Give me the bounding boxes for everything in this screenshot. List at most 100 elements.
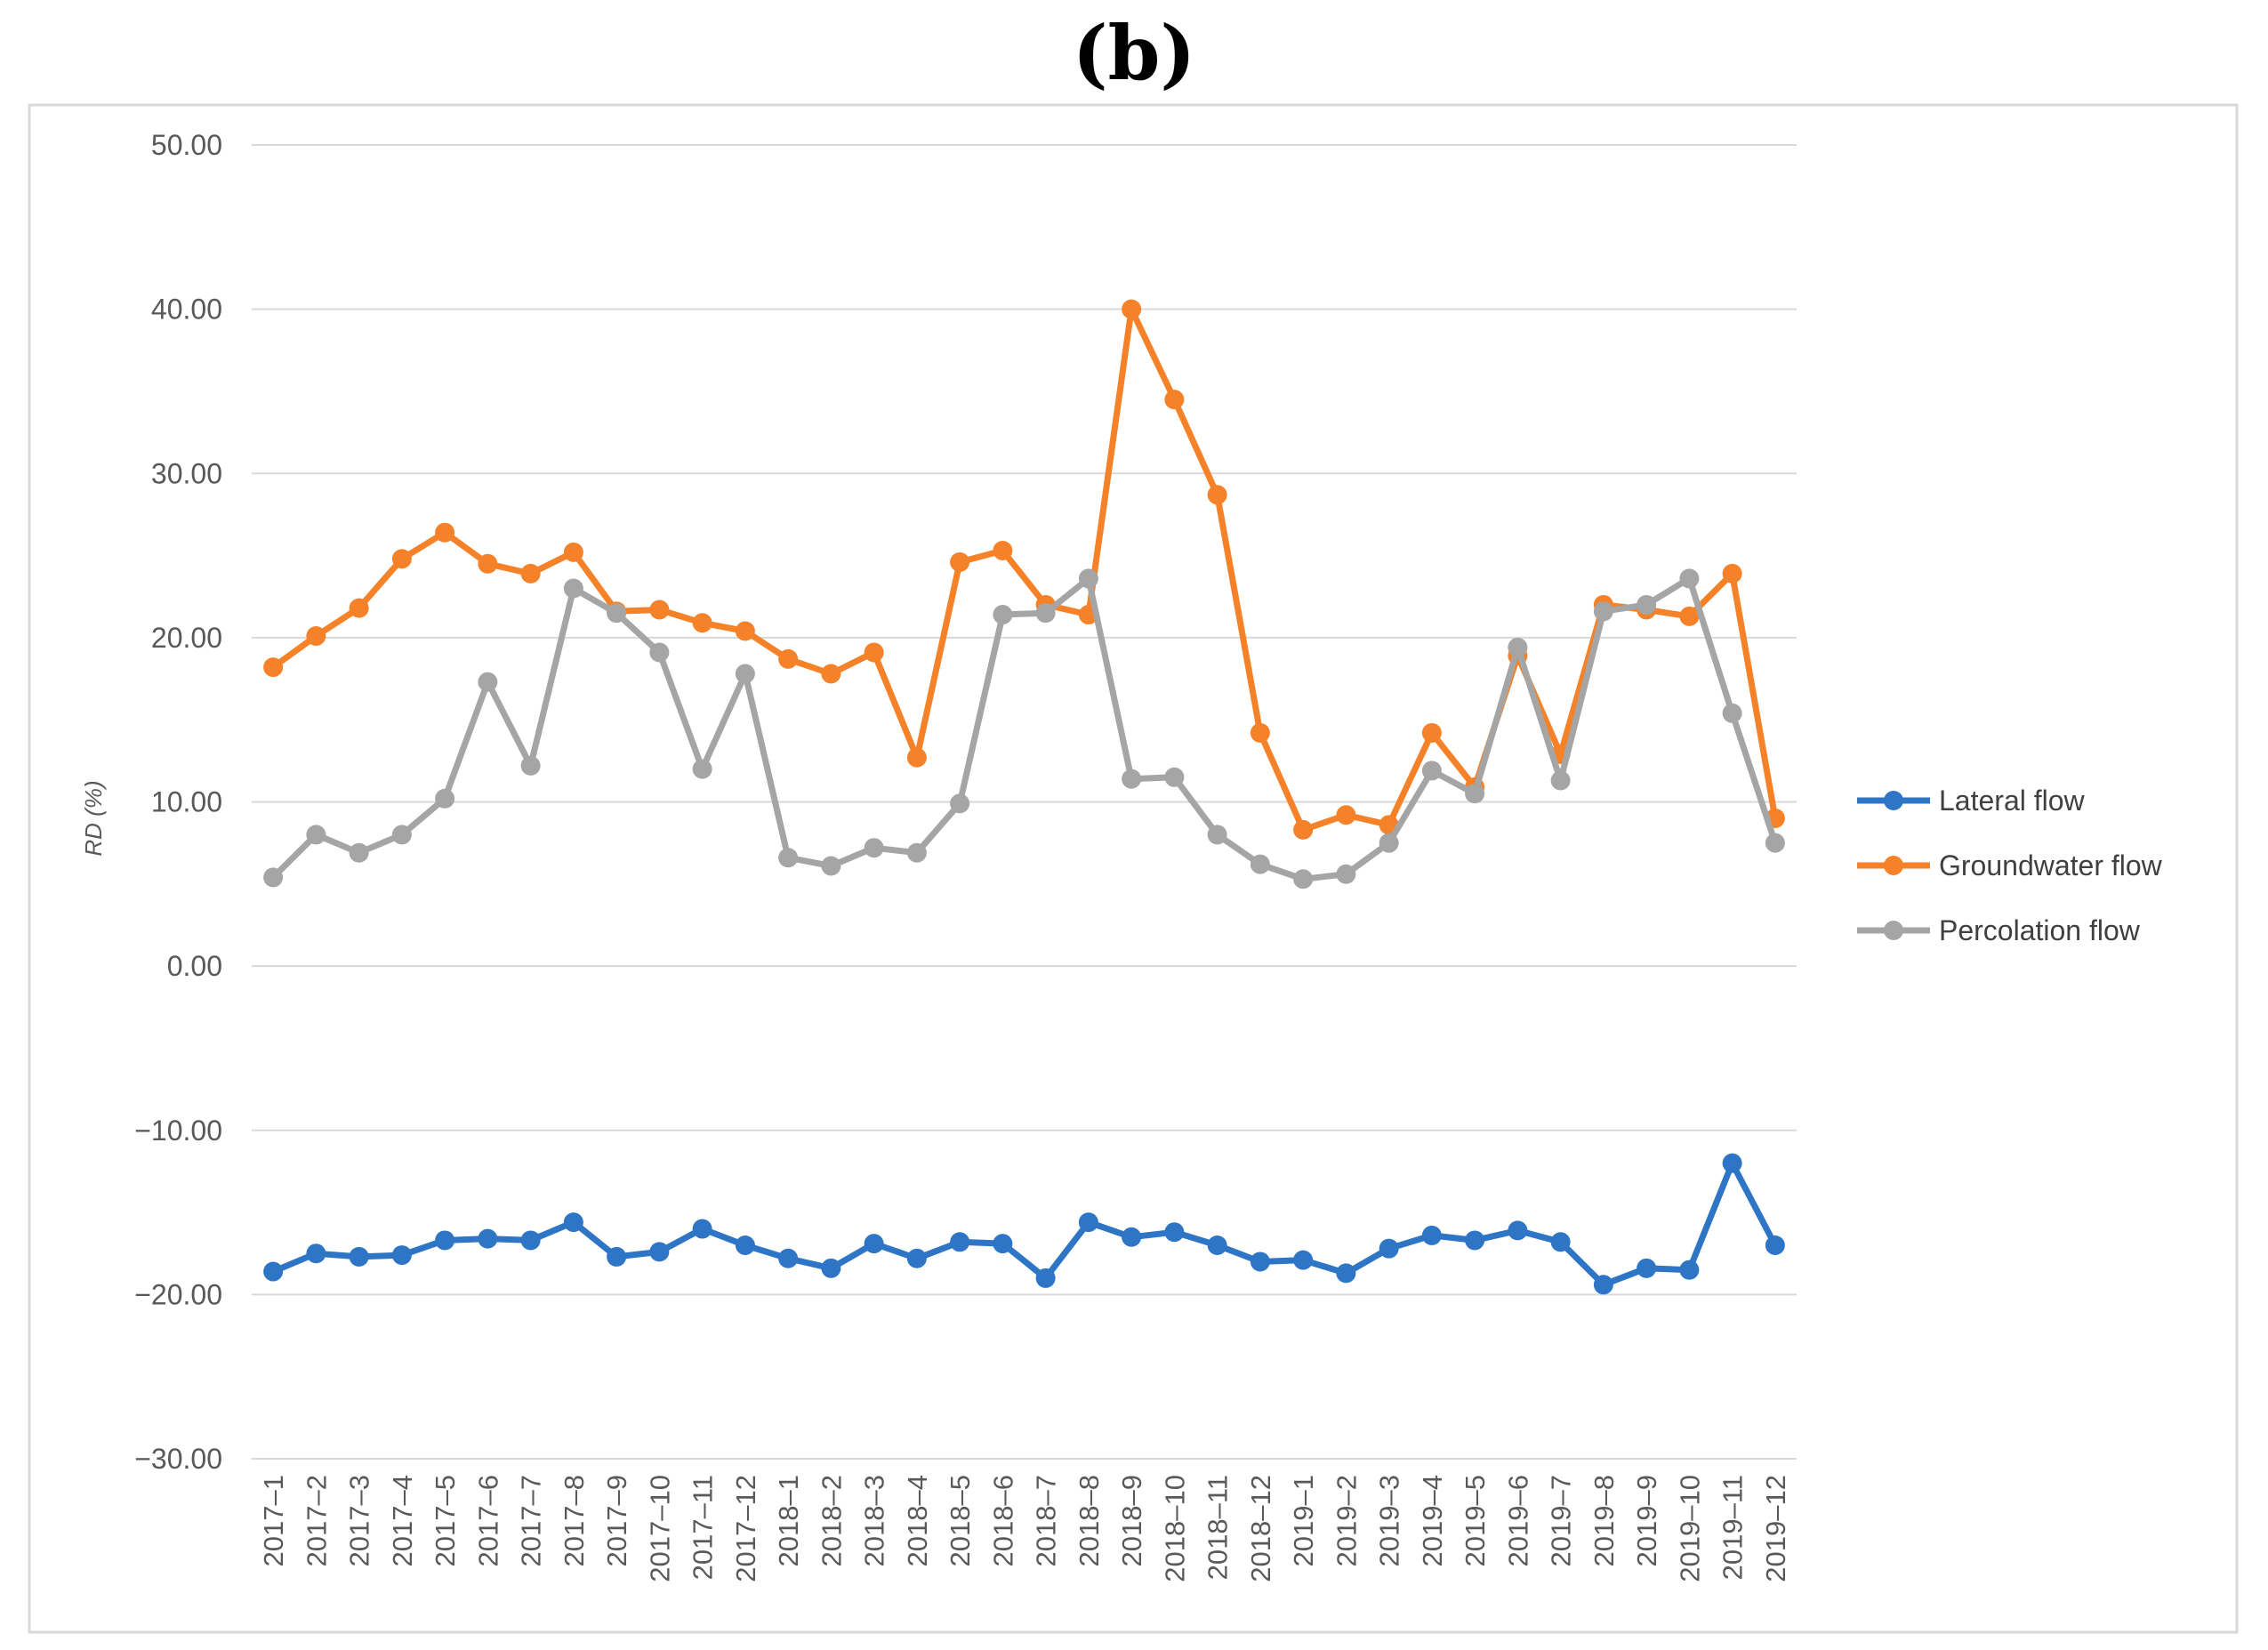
series-lateral-flow	[263, 1153, 1785, 1295]
y-tick-label: 50.00	[151, 129, 222, 161]
data-point	[864, 1234, 884, 1254]
x-tick-label: 2018–6	[987, 1475, 1018, 1566]
data-point	[1465, 784, 1485, 804]
data-point	[1637, 1258, 1657, 1278]
data-point	[1336, 1263, 1356, 1284]
legend-item: Groundwater flow	[1857, 849, 2163, 881]
data-point	[478, 553, 498, 574]
x-tick-label: 2017–11	[688, 1475, 719, 1580]
data-point	[692, 613, 712, 633]
data-point	[478, 1228, 498, 1249]
x-tick-label: 2017–7	[516, 1475, 547, 1566]
data-point	[1508, 1220, 1528, 1241]
x-tick-label: 2019–6	[1502, 1475, 1533, 1566]
data-point	[1722, 563, 1742, 584]
data-point	[435, 1230, 455, 1251]
x-tick-label: 2019–3	[1374, 1475, 1405, 1566]
data-point	[1250, 854, 1270, 874]
data-point	[1379, 1238, 1399, 1259]
x-tick-label: 2018–8	[1074, 1475, 1105, 1566]
x-tick-label: 2019–10	[1674, 1475, 1705, 1582]
data-point	[520, 755, 541, 776]
x-tick-label: 2019–11	[1717, 1475, 1749, 1580]
data-point	[1207, 1235, 1227, 1255]
data-point	[1122, 299, 1142, 319]
x-tick-label: 2018–4	[902, 1475, 933, 1566]
data-point	[1035, 603, 1056, 624]
data-point	[864, 838, 884, 858]
x-tick-label: 2019–12	[1760, 1475, 1791, 1582]
data-point	[1637, 594, 1657, 615]
legend-swatch-marker	[1884, 791, 1903, 810]
data-point	[778, 1248, 799, 1268]
data-point	[435, 788, 455, 809]
data-point	[692, 1219, 712, 1239]
x-tick-label: 2018–10	[1159, 1475, 1190, 1582]
y-tick-labels: 50.00 40.00 30.00 20.00 10.00 0.00 −10.00 −20.0…	[134, 129, 222, 1475]
x-tick-label: 2019–9	[1631, 1475, 1662, 1566]
y-tick-label: −30.00	[134, 1443, 222, 1475]
y-tick-label: −10.00	[134, 1115, 222, 1147]
data-point	[306, 626, 326, 647]
data-point	[1765, 833, 1785, 853]
data-point	[1250, 722, 1270, 743]
data-point	[1722, 1153, 1742, 1173]
x-tick-label: 2017–6	[472, 1475, 503, 1566]
legend-swatch-marker	[1884, 856, 1903, 875]
x-tick-labels: 2017–1 2017–2 2017–3 2017–4 2017–5 2017–6 2017…	[258, 1475, 1791, 1582]
data-point	[1765, 1235, 1785, 1255]
x-tick-label: 2017–12	[730, 1475, 761, 1582]
x-tick-label: 2017–8	[559, 1475, 590, 1566]
series-percolation-flow	[263, 568, 1785, 889]
data-point	[1035, 1268, 1056, 1288]
data-point	[1722, 703, 1742, 723]
y-tick-label: 0.00	[167, 950, 222, 982]
data-point	[263, 1261, 284, 1282]
data-point	[692, 759, 712, 779]
data-point	[906, 1248, 927, 1268]
data-point	[1679, 606, 1700, 626]
chart-title: (b)	[1072, 9, 1196, 97]
x-tick-label: 2017–5	[430, 1475, 461, 1566]
data-point	[520, 1230, 541, 1251]
data-point	[906, 747, 927, 768]
data-point	[306, 1244, 326, 1264]
x-tick-label: 2017–4	[387, 1475, 418, 1566]
data-point	[263, 657, 284, 678]
x-tick-label: 2018–11	[1202, 1475, 1234, 1580]
y-tick-label: 20.00	[151, 622, 222, 654]
data-point	[821, 856, 841, 876]
x-tick-label: 2018–2	[816, 1475, 847, 1566]
x-tick-label: 2018–9	[1116, 1475, 1147, 1566]
data-point	[649, 642, 670, 663]
x-tick-label: 2018–5	[945, 1475, 976, 1566]
x-tick-label: 2018–3	[859, 1475, 890, 1566]
x-tick-label: 2019–5	[1460, 1475, 1491, 1566]
data-point	[391, 549, 412, 569]
data-point	[1465, 1230, 1485, 1251]
data-point	[1164, 767, 1185, 787]
y-tick-label: −20.00	[134, 1278, 222, 1310]
x-tick-label: 2018–7	[1031, 1475, 1062, 1566]
data-point	[1679, 568, 1700, 589]
legend-label: Percolation flow	[1939, 914, 2141, 946]
data-point	[821, 664, 841, 684]
legend-label: Groundwater flow	[1939, 849, 2163, 881]
x-tick-label: 2019–7	[1546, 1475, 1577, 1566]
data-point	[1421, 761, 1442, 781]
data-point	[778, 848, 799, 868]
x-tick-label: 2018–1	[773, 1475, 804, 1566]
data-point	[306, 825, 326, 845]
gridlines	[252, 144, 1797, 1460]
x-tick-label: 2017–2	[301, 1475, 332, 1566]
series-layer	[263, 299, 1785, 1295]
data-point	[1550, 1232, 1571, 1252]
data-point	[1593, 1275, 1613, 1295]
data-point	[993, 541, 1013, 561]
data-point	[607, 603, 627, 624]
data-point	[1078, 568, 1098, 589]
y-axis-label: RD (%)	[80, 780, 107, 856]
data-point	[735, 621, 755, 641]
legend-item: Lateral flow	[1857, 785, 2086, 817]
legend-item: Percolation flow	[1857, 914, 2141, 946]
